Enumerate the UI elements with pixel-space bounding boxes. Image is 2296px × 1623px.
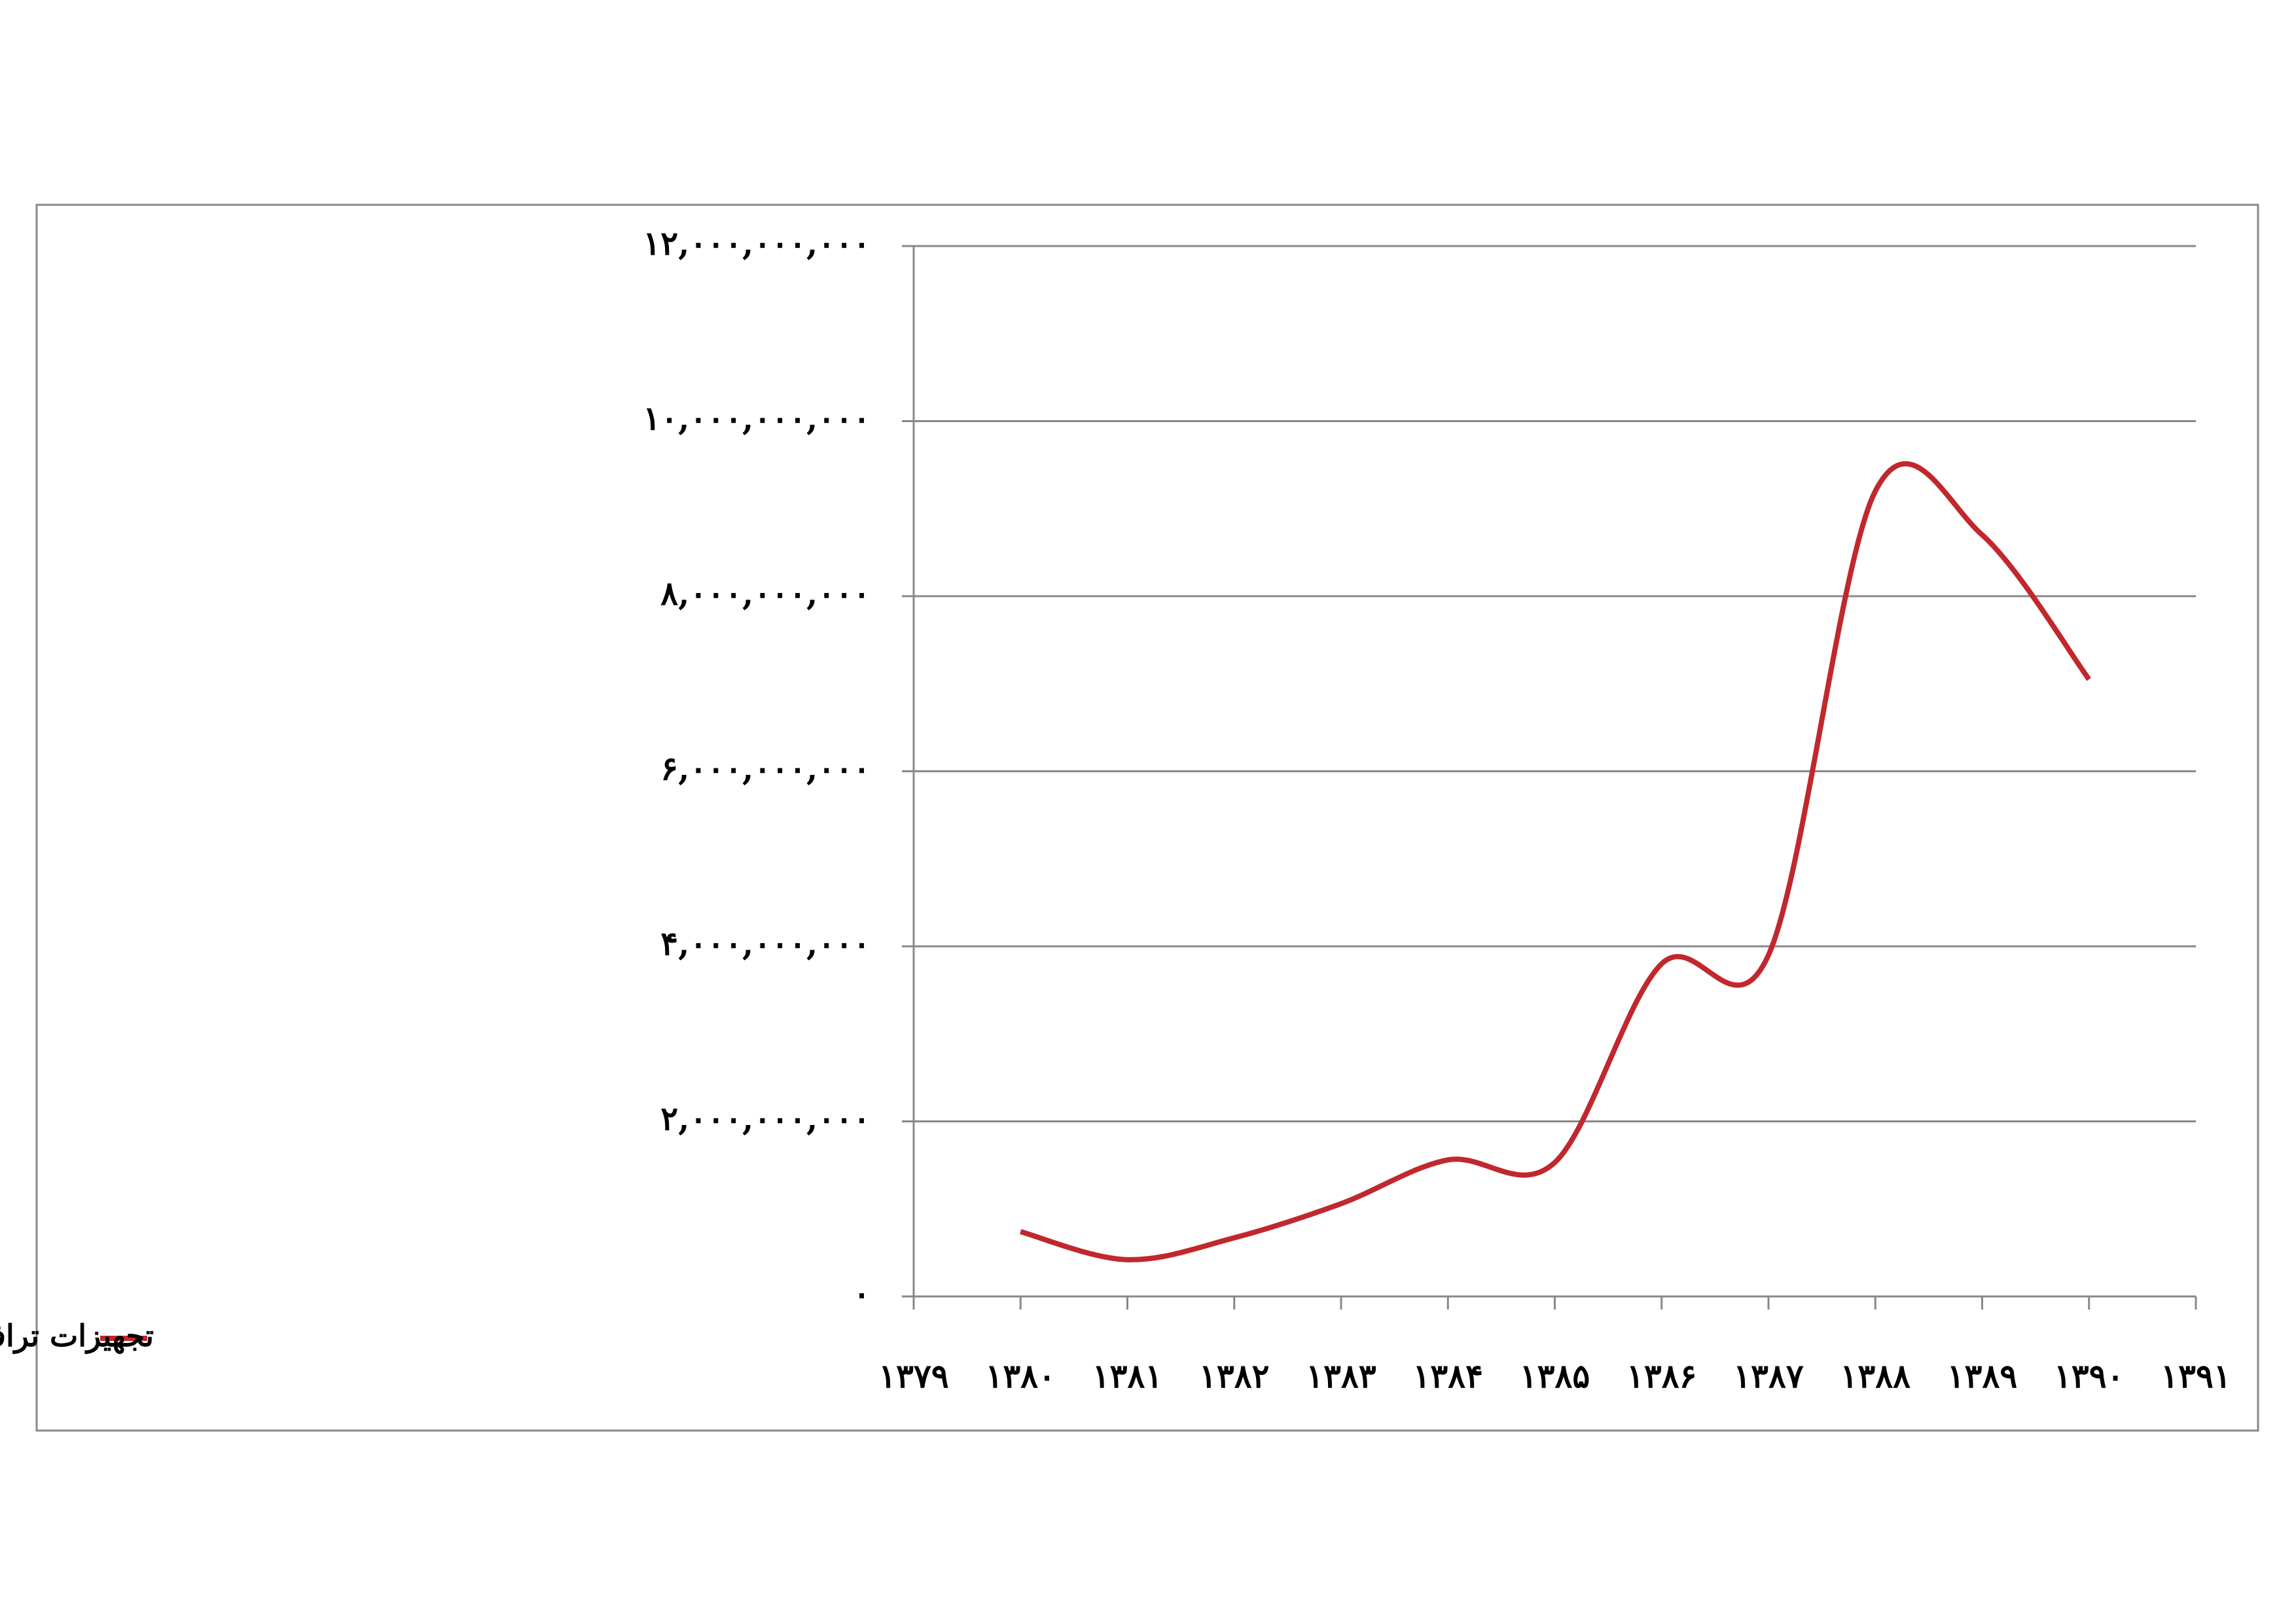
x-tick-label: ۱۳۸۶ [1626, 1357, 1696, 1395]
y-tick-label: ۸,۰۰۰,۰۰۰,۰۰۰ [660, 574, 870, 613]
x-tick-label: ۱۳۸۱ [1092, 1357, 1162, 1395]
x-tick-label: ۱۳۷۹ [878, 1357, 948, 1395]
legend-label: تجهیزات ترافیکی و علائم عمودی و افقی [0, 1318, 154, 1354]
x-tick-label: ۱۳۸۵ [1520, 1357, 1590, 1395]
y-tick-label: ۴,۰۰۰,۰۰۰,۰۰۰ [660, 924, 870, 963]
y-tick-label: ۱۰,۰۰۰,۰۰۰,۰۰۰ [643, 399, 870, 438]
y-tick-label: ۱۲,۰۰۰,۰۰۰,۰۰۰ [643, 224, 870, 262]
y-tick-label: ۰ [853, 1274, 870, 1313]
x-tick-label: ۱۳۹۰ [2054, 1357, 2124, 1395]
series-line [1020, 461, 2091, 1262]
y-tick-label: ۲,۰۰۰,۰۰۰,۰۰۰ [660, 1099, 870, 1138]
chart-frame [35, 204, 2259, 1432]
x-tick-label: ۱۳۸۸ [1840, 1357, 1911, 1395]
x-tick-label: ۱۳۸۷ [1733, 1357, 1804, 1395]
x-tick-label: ۱۳۸۲ [1199, 1357, 1269, 1395]
x-tick-label: ۱۳۸۴ [1413, 1357, 1483, 1395]
x-tick-label: ۱۳۹۱ [2161, 1357, 2231, 1395]
x-tick-label: ۱۳۸۰ [986, 1357, 1056, 1395]
x-tick-label: ۱۳۸۳ [1306, 1357, 1376, 1395]
y-tick-label: ۶,۰۰۰,۰۰۰,۰۰۰ [660, 749, 870, 788]
x-tick-label: ۱۳۸۹ [1947, 1357, 2017, 1395]
